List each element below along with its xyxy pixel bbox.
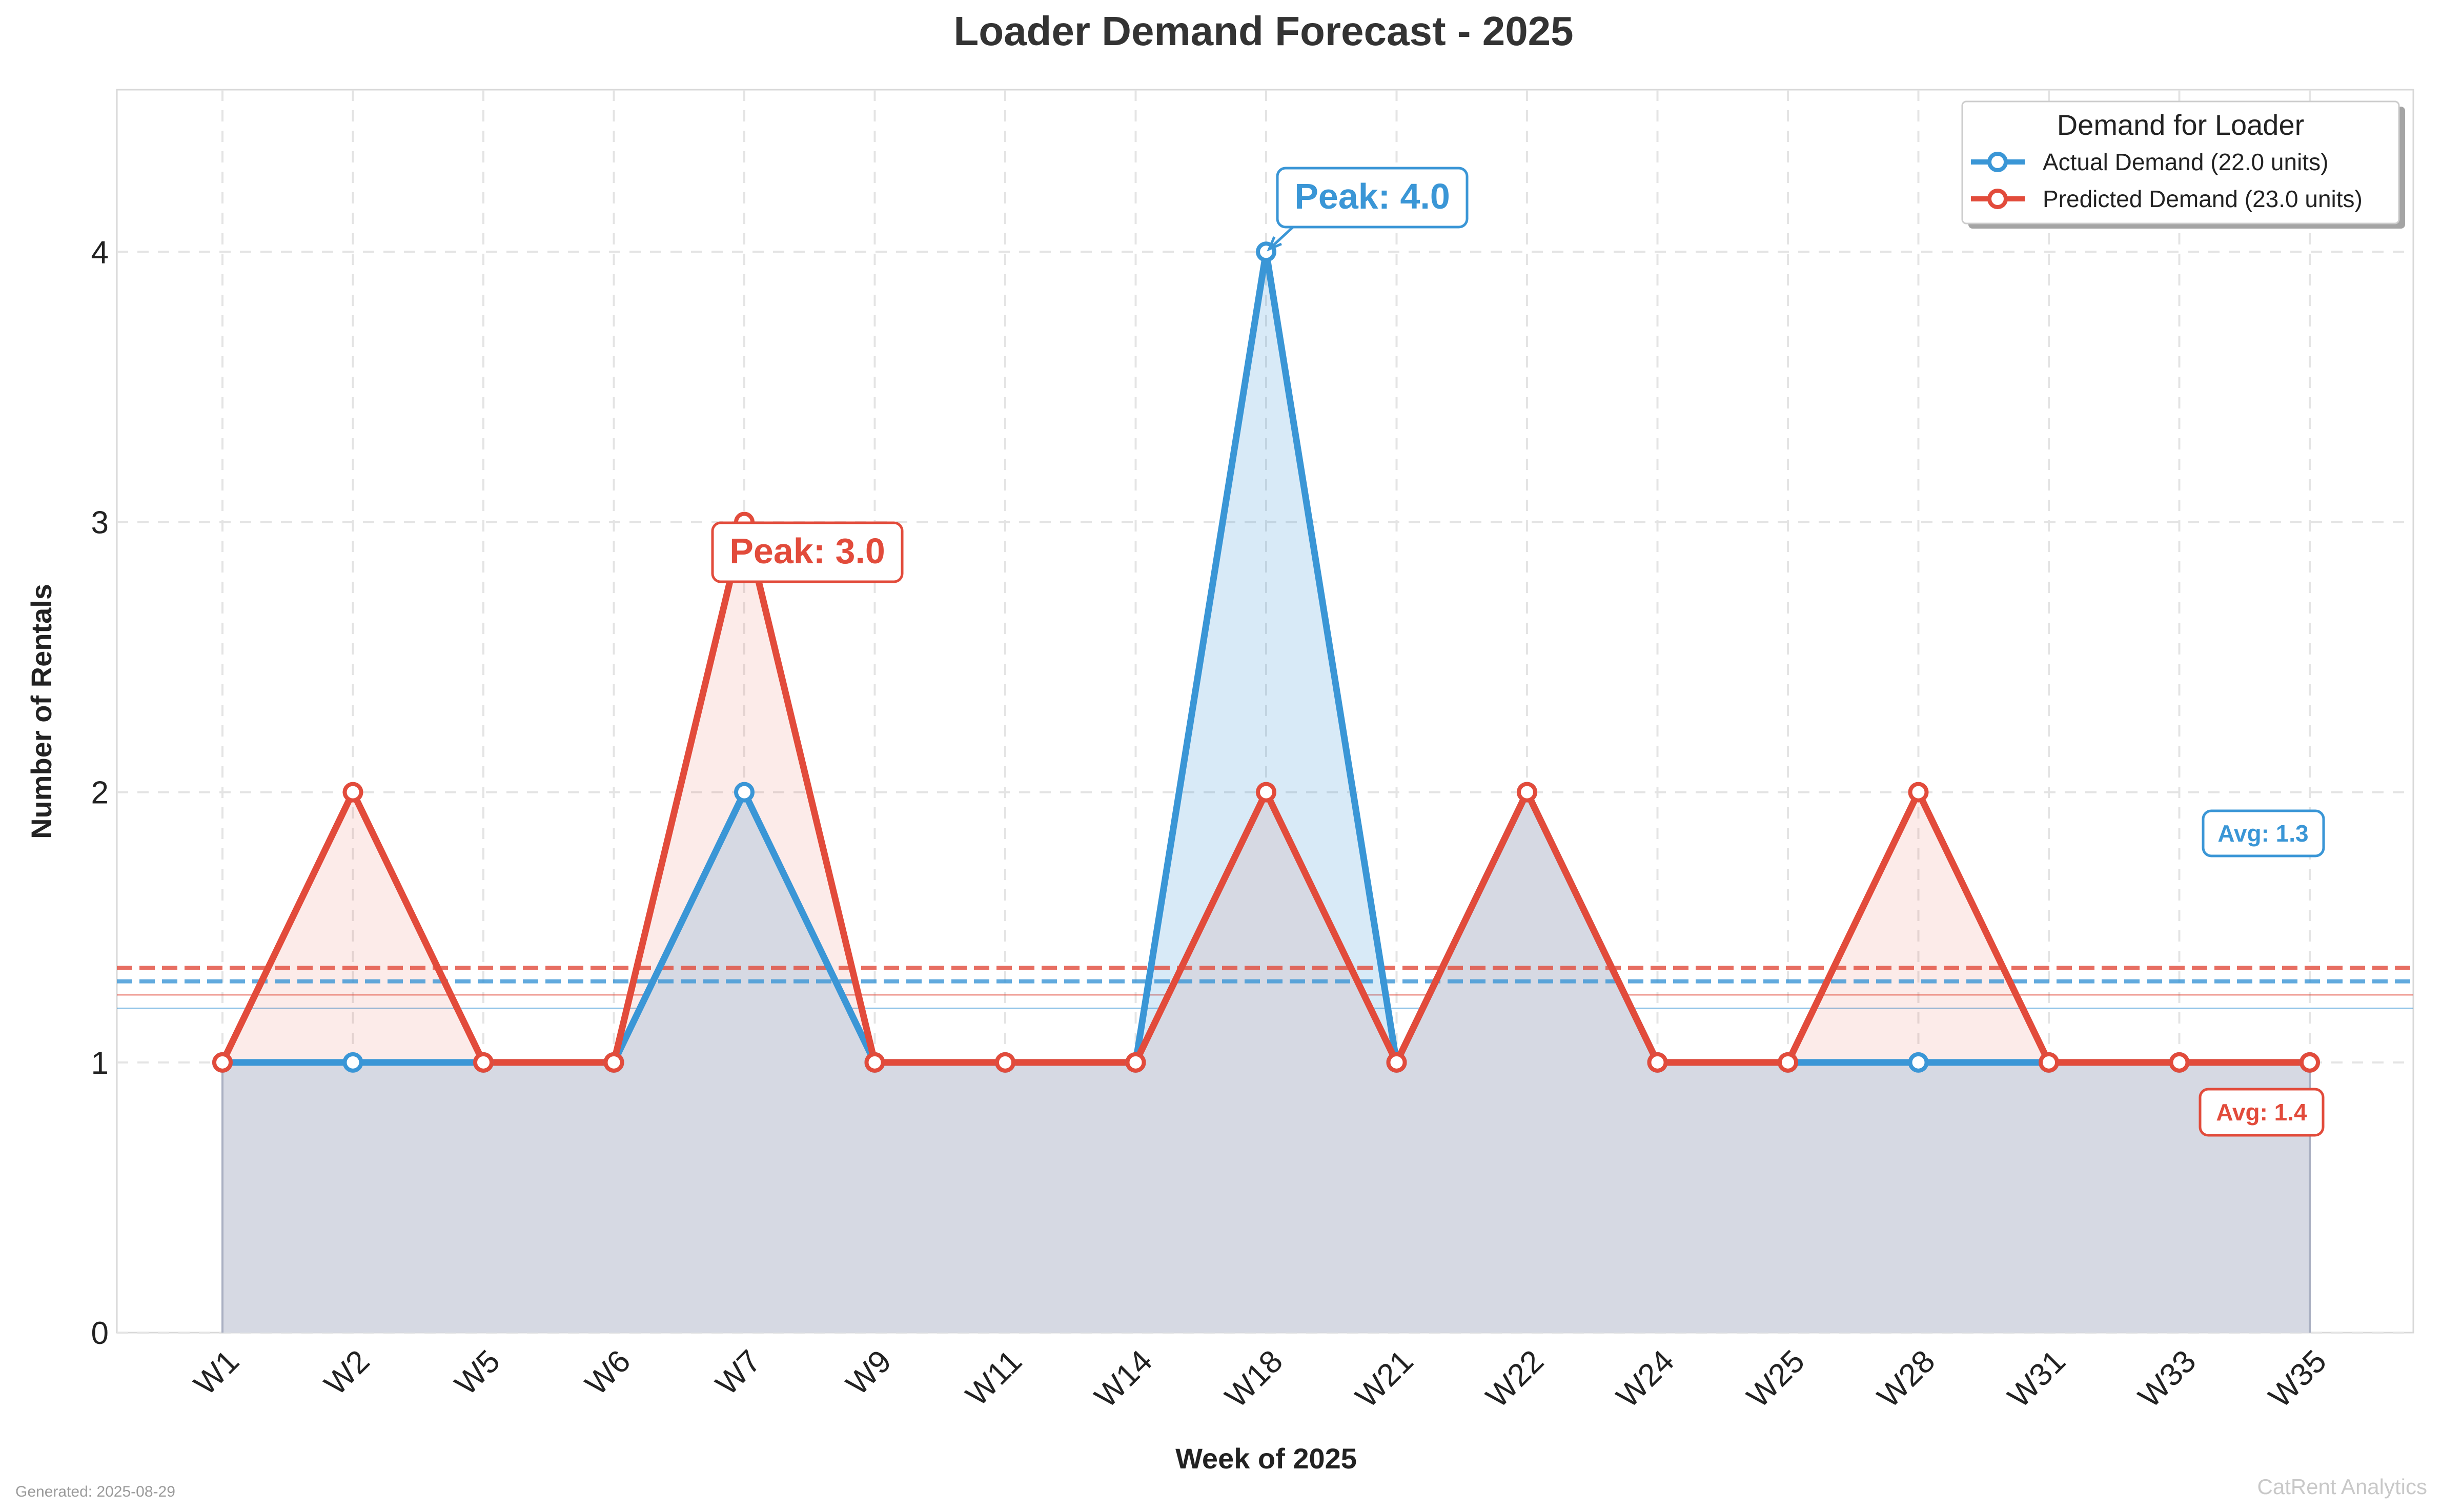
- generated-date: Generated: 2025-08-29: [15, 1483, 175, 1500]
- actual-average-badge: Avg: 1.3: [2202, 809, 2325, 857]
- predicted-point: [2299, 1052, 2320, 1073]
- legend: Demand for Loader Actual Demand (22.0 un…: [1961, 100, 2405, 229]
- predicted-point: [1256, 782, 1276, 803]
- predicted-peak-annotation: Peak: 3.0: [711, 521, 904, 583]
- brand-watermark: CatRent Analytics: [2257, 1475, 2428, 1499]
- predicted-point: [212, 1052, 233, 1073]
- actual-point: [734, 782, 755, 803]
- y-tick-labels: 0 1 2 3 4: [91, 235, 109, 1351]
- actual-peak-annotation: Peak: 4.0: [1267, 167, 1469, 252]
- y-tick-label: 4: [91, 235, 109, 270]
- predicted-point: [995, 1052, 1015, 1073]
- svg-text:Peak: 4.0: Peak: 4.0: [1294, 176, 1450, 216]
- predicted-point: [603, 1052, 624, 1073]
- predicted-point: [2169, 1052, 2190, 1073]
- chart-title: Loader Demand Forecast - 2025: [953, 8, 1573, 54]
- predicted-point: [473, 1052, 494, 1073]
- predicted-average-badge: Avg: 1.4: [2199, 1088, 2325, 1137]
- predicted-point: [2039, 1052, 2059, 1073]
- series-points: [212, 241, 2320, 1073]
- legend-item-actual: Actual Demand (22.0 units): [1971, 149, 2328, 175]
- svg-text:Predicted Demand (23.0 units): Predicted Demand (23.0 units): [2043, 186, 2363, 212]
- y-tick-label: 0: [91, 1316, 109, 1351]
- y-axis-title: Number of Rentals: [25, 584, 57, 839]
- y-tick-label: 3: [91, 505, 109, 540]
- svg-text:Peak: 3.0: Peak: 3.0: [729, 531, 885, 571]
- predicted-point: [1125, 1052, 1146, 1073]
- actual-point: [1908, 1052, 1929, 1073]
- legend-item-predicted: Predicted Demand (23.0 units): [1971, 186, 2363, 212]
- x-axis-title: Week of 2025: [1175, 1442, 1357, 1475]
- predicted-point: [342, 782, 363, 803]
- svg-text:Avg: 1.4: Avg: 1.4: [2216, 1099, 2307, 1126]
- predicted-point: [1778, 1052, 1798, 1073]
- predicted-point: [1647, 1052, 1668, 1073]
- predicted-point: [1386, 1052, 1407, 1073]
- y-tick-label: 1: [91, 1046, 109, 1081]
- predicted-point: [1908, 782, 1929, 803]
- predicted-point: [1517, 782, 1537, 803]
- y-tick-label: 2: [91, 775, 109, 811]
- legend-title: Demand for Loader: [2057, 109, 2305, 141]
- actual-point: [342, 1052, 363, 1073]
- predicted-point: [864, 1052, 885, 1073]
- overlap-area: [222, 792, 2310, 1333]
- svg-text:Avg: 1.3: Avg: 1.3: [2217, 820, 2308, 847]
- svg-text:Actual Demand (22.0 units): Actual Demand (22.0 units): [2043, 149, 2328, 175]
